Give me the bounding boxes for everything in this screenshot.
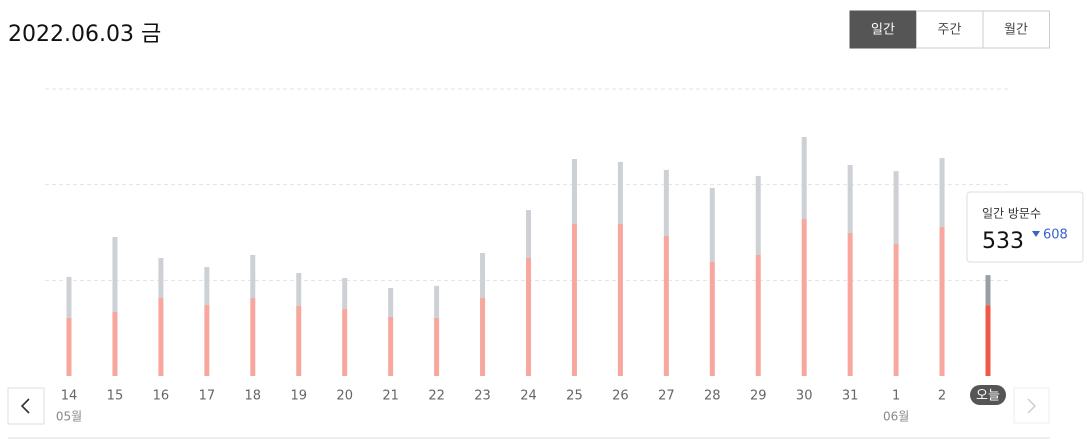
bar-segment [801, 136, 807, 219]
bar-segment [985, 275, 991, 306]
bar-segment [388, 288, 394, 318]
bar-segment [526, 210, 531, 259]
x-tick-label: 1 [892, 389, 900, 404]
bar-segment [755, 254, 761, 376]
bar-segment [204, 305, 210, 376]
tooltip-compare: 608 [1043, 228, 1068, 243]
x-tick-label: 16 [153, 389, 170, 404]
prev-arrow [20, 398, 30, 414]
today-pill [970, 385, 1006, 405]
bar-segment [893, 244, 899, 376]
x-tick-label: 20 [336, 389, 353, 404]
bar-segment [709, 261, 715, 376]
x-tick-label: 18 [245, 389, 262, 404]
bar-segment [709, 187, 715, 262]
bar-segment [112, 237, 118, 312]
bar-segment [296, 305, 302, 376]
bar-segment [939, 227, 945, 376]
tab-label: 월간 [1004, 23, 1028, 38]
x-tick-label: 26 [612, 389, 629, 404]
x-tick-label: 22 [428, 389, 445, 404]
bar-segment [571, 223, 577, 376]
tab-button[interactable] [916, 10, 984, 49]
down-triangle [1032, 231, 1040, 237]
x-tick-label: 30 [796, 389, 813, 404]
bar-segment [250, 298, 256, 376]
bar-segment [204, 267, 210, 306]
x-tick-label: 31 [842, 389, 859, 404]
tooltip-box [966, 191, 1084, 263]
tab-label: 일간 [871, 23, 895, 38]
tab-button[interactable] [982, 10, 1050, 49]
date-title: 2022.06.03 금 [8, 22, 161, 47]
bar-segment [434, 317, 440, 376]
bar-segment [112, 311, 118, 376]
bar-segment [158, 258, 164, 299]
bar-segment [617, 161, 623, 224]
month-label: 05월 [56, 410, 82, 424]
bar-segment [296, 273, 302, 306]
x-tick-label: 2 [938, 389, 946, 404]
x-tick-label: 24 [520, 389, 537, 404]
tooltip-title: 일간 방문수 [982, 207, 1041, 221]
tab-label: 주간 [938, 23, 962, 38]
bar-segment [663, 169, 669, 236]
bar-segment [526, 258, 531, 376]
tooltip-value: 533 [982, 229, 1024, 254]
x-tick-label: 19 [290, 389, 307, 404]
x-tick-label: 29 [750, 389, 767, 404]
bar-segment [342, 278, 348, 310]
bar-segment [617, 223, 623, 376]
tooltip: 일간 방문수 533 608 [966, 191, 1084, 263]
bar-segment [847, 233, 853, 376]
bar-segment [480, 298, 486, 376]
bar-segment [847, 165, 853, 234]
x-tick-label: 21 [382, 389, 399, 404]
bar-segment [480, 252, 486, 299]
bar-segment [434, 285, 440, 318]
bar-segment [250, 254, 256, 299]
bar-segment [893, 171, 899, 245]
next-arrow [1027, 398, 1036, 414]
x-tick-label: 27 [658, 389, 675, 404]
bar-segment [388, 317, 394, 376]
bar-segment [66, 317, 72, 376]
x-tick-label: 오늘 [976, 389, 1000, 404]
tab-button[interactable] [849, 10, 917, 49]
bar-segment [342, 309, 348, 376]
bar-segment [755, 175, 761, 255]
x-tick-label: 14 [61, 389, 78, 404]
x-tick-label: 15 [107, 389, 124, 404]
x-tick-label: 25 [566, 389, 583, 404]
bar-segment [939, 158, 945, 228]
bar-segment [158, 298, 164, 376]
bar-segment [801, 218, 807, 376]
bar-segment [663, 235, 669, 376]
next-button[interactable] [1013, 387, 1050, 424]
bar-segment [571, 159, 577, 224]
bar-segment [985, 305, 991, 376]
prev-button[interactable] [7, 387, 45, 425]
month-label: 06월 [883, 410, 909, 424]
x-tick-label: 17 [199, 389, 216, 404]
x-tick-label: 23 [474, 389, 491, 404]
bar-segment [66, 276, 72, 318]
x-tick-label: 28 [704, 389, 721, 404]
